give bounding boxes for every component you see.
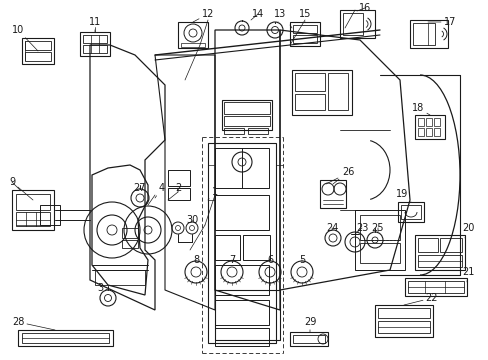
Bar <box>178 22 207 48</box>
Text: 18: 18 <box>411 103 429 115</box>
Bar <box>433 128 439 136</box>
Bar <box>339 10 374 38</box>
Text: 14: 14 <box>250 9 264 20</box>
Text: 22: 22 <box>403 293 437 305</box>
Bar <box>215 290 280 340</box>
Bar <box>168 170 190 186</box>
Bar <box>404 278 466 296</box>
Text: 19: 19 <box>395 189 410 202</box>
Text: 5: 5 <box>298 255 305 265</box>
Bar <box>215 300 268 325</box>
Bar <box>224 116 269 126</box>
Text: 1: 1 <box>207 187 218 200</box>
Bar <box>377 308 429 318</box>
Text: 4: 4 <box>155 183 165 198</box>
Bar <box>25 41 51 50</box>
Bar <box>80 32 110 56</box>
Bar <box>417 255 461 267</box>
Text: 9: 9 <box>9 177 33 200</box>
Bar <box>425 128 431 136</box>
Text: 8: 8 <box>193 255 199 265</box>
Bar <box>327 73 347 110</box>
Bar <box>224 128 244 134</box>
Text: 15: 15 <box>298 9 310 22</box>
Text: 25: 25 <box>371 223 384 233</box>
Bar <box>400 205 420 219</box>
Bar <box>342 13 362 35</box>
Text: 23: 23 <box>354 223 367 234</box>
Bar <box>359 215 399 240</box>
Bar <box>294 73 325 91</box>
Bar <box>12 190 54 230</box>
Bar <box>16 194 50 210</box>
Bar <box>439 238 461 252</box>
Text: 30: 30 <box>185 215 198 225</box>
Bar <box>294 94 325 110</box>
Bar <box>319 180 346 208</box>
Bar <box>40 205 60 225</box>
Bar <box>292 35 316 43</box>
Bar <box>417 238 437 252</box>
Bar <box>181 43 204 47</box>
Text: 12: 12 <box>193 9 214 22</box>
Bar <box>243 235 269 260</box>
Bar <box>412 23 434 45</box>
Bar <box>409 20 447 48</box>
Bar <box>18 330 113 346</box>
Bar <box>414 235 464 270</box>
Bar <box>122 228 138 238</box>
Bar <box>168 188 190 200</box>
Bar <box>215 148 268 188</box>
Bar <box>215 235 240 260</box>
Text: 21: 21 <box>461 267 473 282</box>
Bar <box>377 321 429 333</box>
Bar <box>289 332 327 346</box>
Bar <box>22 333 109 343</box>
Bar <box>207 143 275 343</box>
Text: 26: 26 <box>332 167 353 184</box>
Text: 2: 2 <box>175 183 181 193</box>
Bar <box>215 328 268 346</box>
Text: 27: 27 <box>134 183 146 193</box>
Text: 29: 29 <box>303 317 316 332</box>
Text: 10: 10 <box>12 25 38 51</box>
Text: 28: 28 <box>12 317 55 330</box>
Text: 20: 20 <box>461 223 473 238</box>
Bar <box>374 305 432 337</box>
Bar <box>83 35 107 43</box>
Text: 3: 3 <box>97 283 108 293</box>
Bar <box>292 25 316 33</box>
Text: 24: 24 <box>325 223 338 233</box>
Bar <box>407 281 463 293</box>
Bar <box>16 212 50 226</box>
Text: 6: 6 <box>266 255 272 265</box>
Bar <box>359 243 399 263</box>
Bar <box>433 118 439 126</box>
Bar <box>224 102 269 114</box>
Bar <box>222 100 271 130</box>
Bar <box>95 270 145 285</box>
Text: 16: 16 <box>356 3 370 13</box>
Bar <box>292 335 325 343</box>
Bar <box>397 202 423 222</box>
Bar <box>417 118 423 126</box>
Bar <box>25 52 51 61</box>
Bar <box>215 195 268 230</box>
Text: 17: 17 <box>427 17 455 27</box>
Bar <box>122 240 138 248</box>
Bar <box>22 38 54 64</box>
Bar <box>215 265 268 295</box>
Bar <box>414 115 444 139</box>
Bar <box>289 22 319 46</box>
Bar <box>425 118 431 126</box>
Bar <box>291 70 351 115</box>
Bar <box>417 128 423 136</box>
Bar <box>83 45 107 53</box>
Bar <box>247 128 267 134</box>
Text: 11: 11 <box>89 17 101 32</box>
Text: 13: 13 <box>273 9 285 22</box>
Bar <box>354 210 404 270</box>
Text: 7: 7 <box>228 255 235 265</box>
